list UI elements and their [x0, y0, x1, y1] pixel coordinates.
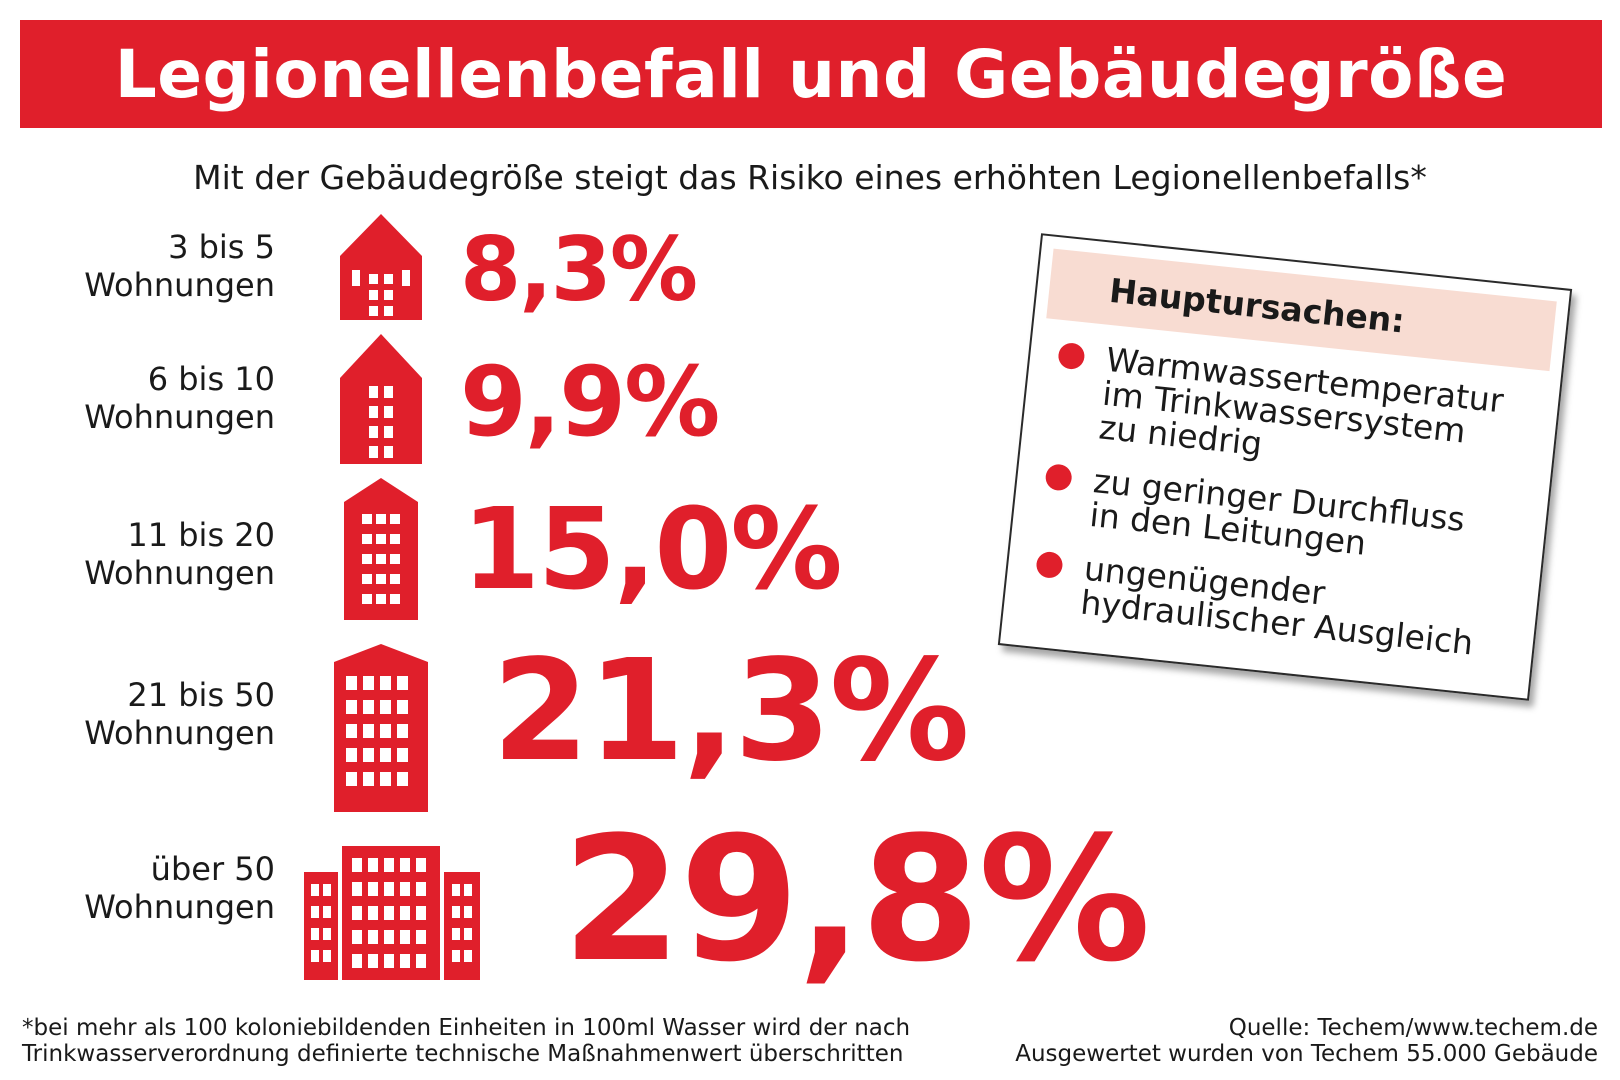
- building-complex-icon: [304, 846, 480, 980]
- house-icon: [340, 334, 422, 464]
- footnote: *bei mehr als 100 koloniebildenden Einhe…: [22, 1015, 910, 1067]
- row-label-5-line1: über 50: [150, 850, 275, 888]
- row-label-3: 11 bis 20 Wohnungen: [0, 516, 275, 592]
- bullet-icon: [1044, 463, 1073, 492]
- title-bar: Legionellenbefall und Gebäudegröße: [20, 20, 1602, 128]
- row-label-3-line1: 11 bis 20: [127, 516, 275, 554]
- apartment-building-icon: [334, 644, 428, 812]
- source-line1: Quelle: Techem/www.techem.de: [1228, 1015, 1598, 1041]
- footnote-line2: Trinkwasserverordnung definierte technis…: [22, 1041, 904, 1067]
- row-label-5-line2: Wohnungen: [84, 888, 275, 926]
- bullet-icon: [1035, 550, 1064, 580]
- value-label-3: 15,0%: [462, 485, 843, 615]
- value-label-1: 8,3%: [460, 218, 698, 321]
- row-label-5: über 50 Wohnungen: [0, 850, 275, 926]
- causes-card: Hauptursachen: Warmwassertemperatur im T…: [997, 233, 1573, 701]
- value-label-5: 29,8%: [562, 799, 1151, 1000]
- value-label-2: 9,9%: [460, 346, 720, 458]
- footnote-line1: *bei mehr als 100 koloniebildenden Einhe…: [22, 1015, 911, 1041]
- source-note: Quelle: Techem/www.techem.de Ausgewertet…: [1015, 1015, 1598, 1067]
- row-label-3-line2: Wohnungen: [84, 554, 275, 592]
- row-label-1: 3 bis 5 Wohnungen: [0, 228, 275, 304]
- row-label-4-line2: Wohnungen: [84, 714, 275, 752]
- row-label-1-line1: 3 bis 5: [168, 228, 275, 266]
- value-label-4: 21,3%: [492, 630, 970, 793]
- tall-house-icon: [344, 478, 418, 620]
- row-label-1-line2: Wohnungen: [84, 266, 275, 304]
- subtitle: Mit der Gebäudegröße steigt das Risiko e…: [193, 158, 1427, 197]
- row-label-2: 6 bis 10 Wohnungen: [0, 360, 275, 436]
- bullet-icon: [1057, 341, 1086, 371]
- row-label-2-line2: Wohnungen: [84, 398, 275, 436]
- small-house-icon: [340, 214, 422, 320]
- row-label-4: 21 bis 50 Wohnungen: [0, 676, 275, 752]
- row-label-2-line1: 6 bis 10: [147, 360, 275, 398]
- source-line2: Ausgewertet wurden von Techem 55.000 Geb…: [1015, 1041, 1598, 1067]
- page-title: Legionellenbefall und Gebäudegröße: [114, 35, 1508, 113]
- row-label-4-line1: 21 bis 50: [127, 676, 275, 714]
